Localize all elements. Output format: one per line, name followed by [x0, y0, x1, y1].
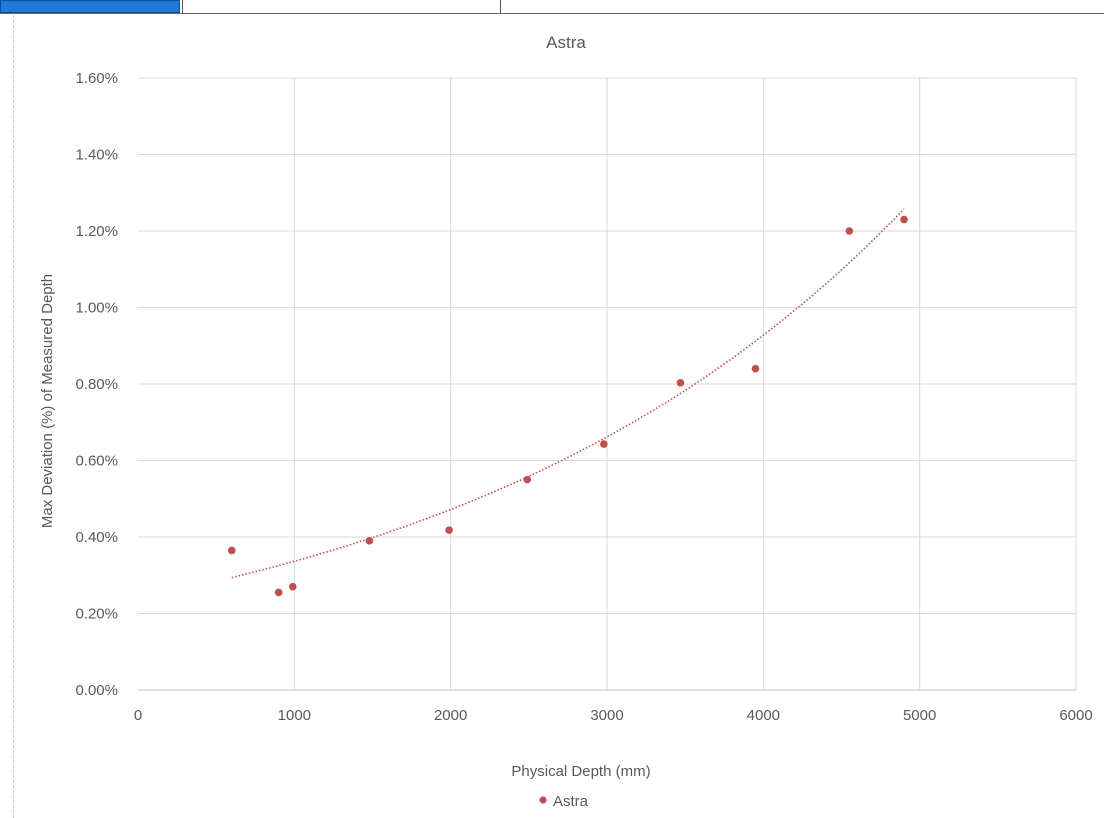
y-tick-label: 1.20%: [75, 223, 118, 240]
y-tick-label: 0.80%: [75, 376, 118, 393]
x-tick-label: 6000: [1059, 707, 1092, 724]
y-tick-label: 1.40%: [75, 147, 118, 164]
data-point: [445, 526, 453, 534]
y-tick-label: 1.60%: [75, 70, 118, 87]
chart-frame-edge: [13, 15, 15, 818]
data-point: [365, 537, 374, 545]
data-points: [228, 215, 908, 597]
selected-cell[interactable]: [0, 0, 180, 13]
y-tick-label: 0.20%: [75, 606, 118, 623]
trendline: [231, 208, 905, 579]
legend-label: Astra: [553, 793, 589, 810]
data-point: [900, 215, 908, 224]
x-axis-tick-labels: 0 1000 2000 3000 4000 5000 6000: [134, 707, 1093, 724]
data-point: [228, 546, 236, 555]
cell-divider: [182, 0, 183, 14]
y-tick-label: 1.00%: [75, 300, 118, 317]
x-tick-label: 2000: [434, 707, 467, 724]
x-tick-label: 4000: [747, 707, 780, 724]
legend-marker: [539, 796, 547, 804]
data-point: [845, 227, 854, 235]
row-border: [0, 13, 1104, 14]
x-tick-label: 0: [134, 707, 142, 724]
chart-title: Astra: [546, 33, 586, 52]
x-axis-title: Physical Depth (mm): [511, 763, 650, 780]
y-tick-label: 0.00%: [75, 682, 118, 699]
legend: Astra: [539, 793, 589, 810]
x-tick-label: 3000: [590, 707, 623, 724]
y-tick-label: 0.60%: [75, 453, 118, 470]
data-point: [523, 475, 532, 484]
gridlines: [138, 77, 1077, 691]
data-point: [274, 588, 283, 597]
spreadsheet-header-strip: [0, 0, 1104, 15]
y-axis-title: Max Deviation (%) of Measured Depth: [39, 274, 56, 528]
data-point: [676, 379, 685, 387]
x-tick-label: 5000: [903, 707, 936, 724]
trendline-path: [231, 208, 905, 579]
data-point: [288, 582, 297, 591]
data-point: [751, 364, 760, 373]
cell-divider: [500, 0, 501, 14]
y-axis-tick-labels: 0.00% 0.20% 0.40% 0.60% 0.80% 1.00% 1.20% 1.40%…: [75, 70, 118, 699]
data-point: [600, 440, 608, 448]
y-tick-label: 0.40%: [75, 529, 118, 546]
x-tick-label: 1000: [278, 707, 311, 724]
